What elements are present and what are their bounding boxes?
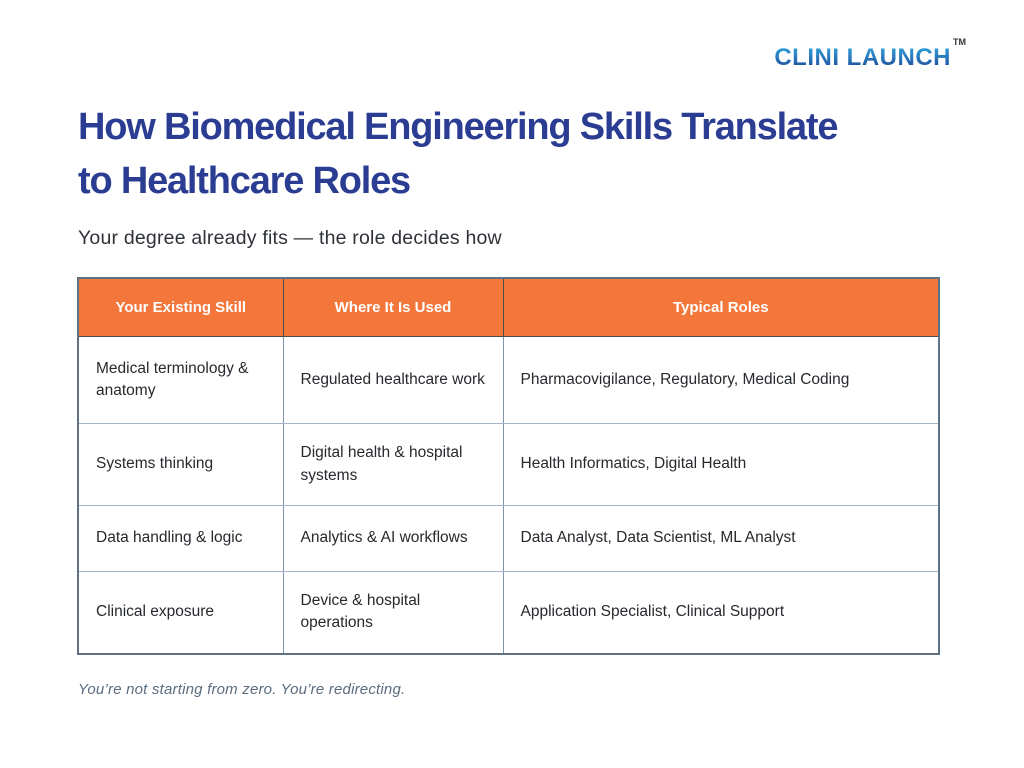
page-title-line-1: How Biomedical Engineering Skills Transl… [78, 106, 838, 148]
cell-typical-roles: Application Specialist, Clinical Support [502, 571, 940, 654]
cell-typical-roles: Data Analyst, Data Scientist, ML Analyst [502, 505, 940, 572]
cell-skill: Medical terminology & anatomy [77, 336, 284, 424]
brand-wordmark: CLINI LAUNCH [774, 44, 951, 71]
cell-skill: Systems thinking [77, 423, 284, 506]
cell-where-used: Analytics & AI workflows [282, 505, 504, 572]
cell-skill: Data handling & logic [77, 505, 284, 572]
page-title-line-2: to Healthcare Roles [78, 160, 411, 202]
trademark-symbol: TM [953, 37, 966, 47]
table-row: Data handling & logic Analytics & AI wor… [77, 505, 940, 572]
page-title: How Biomedical Engineering Skills Transl… [78, 100, 978, 208]
cell-skill: Clinical exposure [77, 571, 284, 654]
cell-where-used: Device & hospital operations [282, 571, 504, 654]
footer-note: You’re not starting from zero. You’re re… [78, 681, 406, 698]
column-header-where-used: Where It Is Used [282, 277, 504, 337]
brand-logo: CLINI LAUNCH TM [774, 37, 966, 72]
cell-typical-roles: Health Informatics, Digital Health [502, 423, 940, 506]
table-row: Medical terminology & anatomy Regulated … [77, 336, 940, 424]
table-row: Systems thinking Digital health & hospit… [77, 423, 940, 506]
cell-where-used: Digital health & hospital systems [282, 423, 504, 506]
cell-typical-roles: Pharmacovigilance, Regulatory, Medical C… [502, 336, 940, 424]
skills-table: Your Existing Skill Where It Is Used Typ… [77, 277, 940, 655]
cell-where-used: Regulated healthcare work [282, 336, 504, 424]
column-header-typical-roles: Typical Roles [502, 277, 940, 337]
column-header-existing-skill: Your Existing Skill [77, 277, 284, 337]
page-subtitle: Your degree already fits — the role deci… [78, 227, 502, 249]
table-row: Clinical exposure Device & hospital oper… [77, 571, 940, 654]
table-header-row: Your Existing Skill Where It Is Used Typ… [77, 277, 940, 337]
